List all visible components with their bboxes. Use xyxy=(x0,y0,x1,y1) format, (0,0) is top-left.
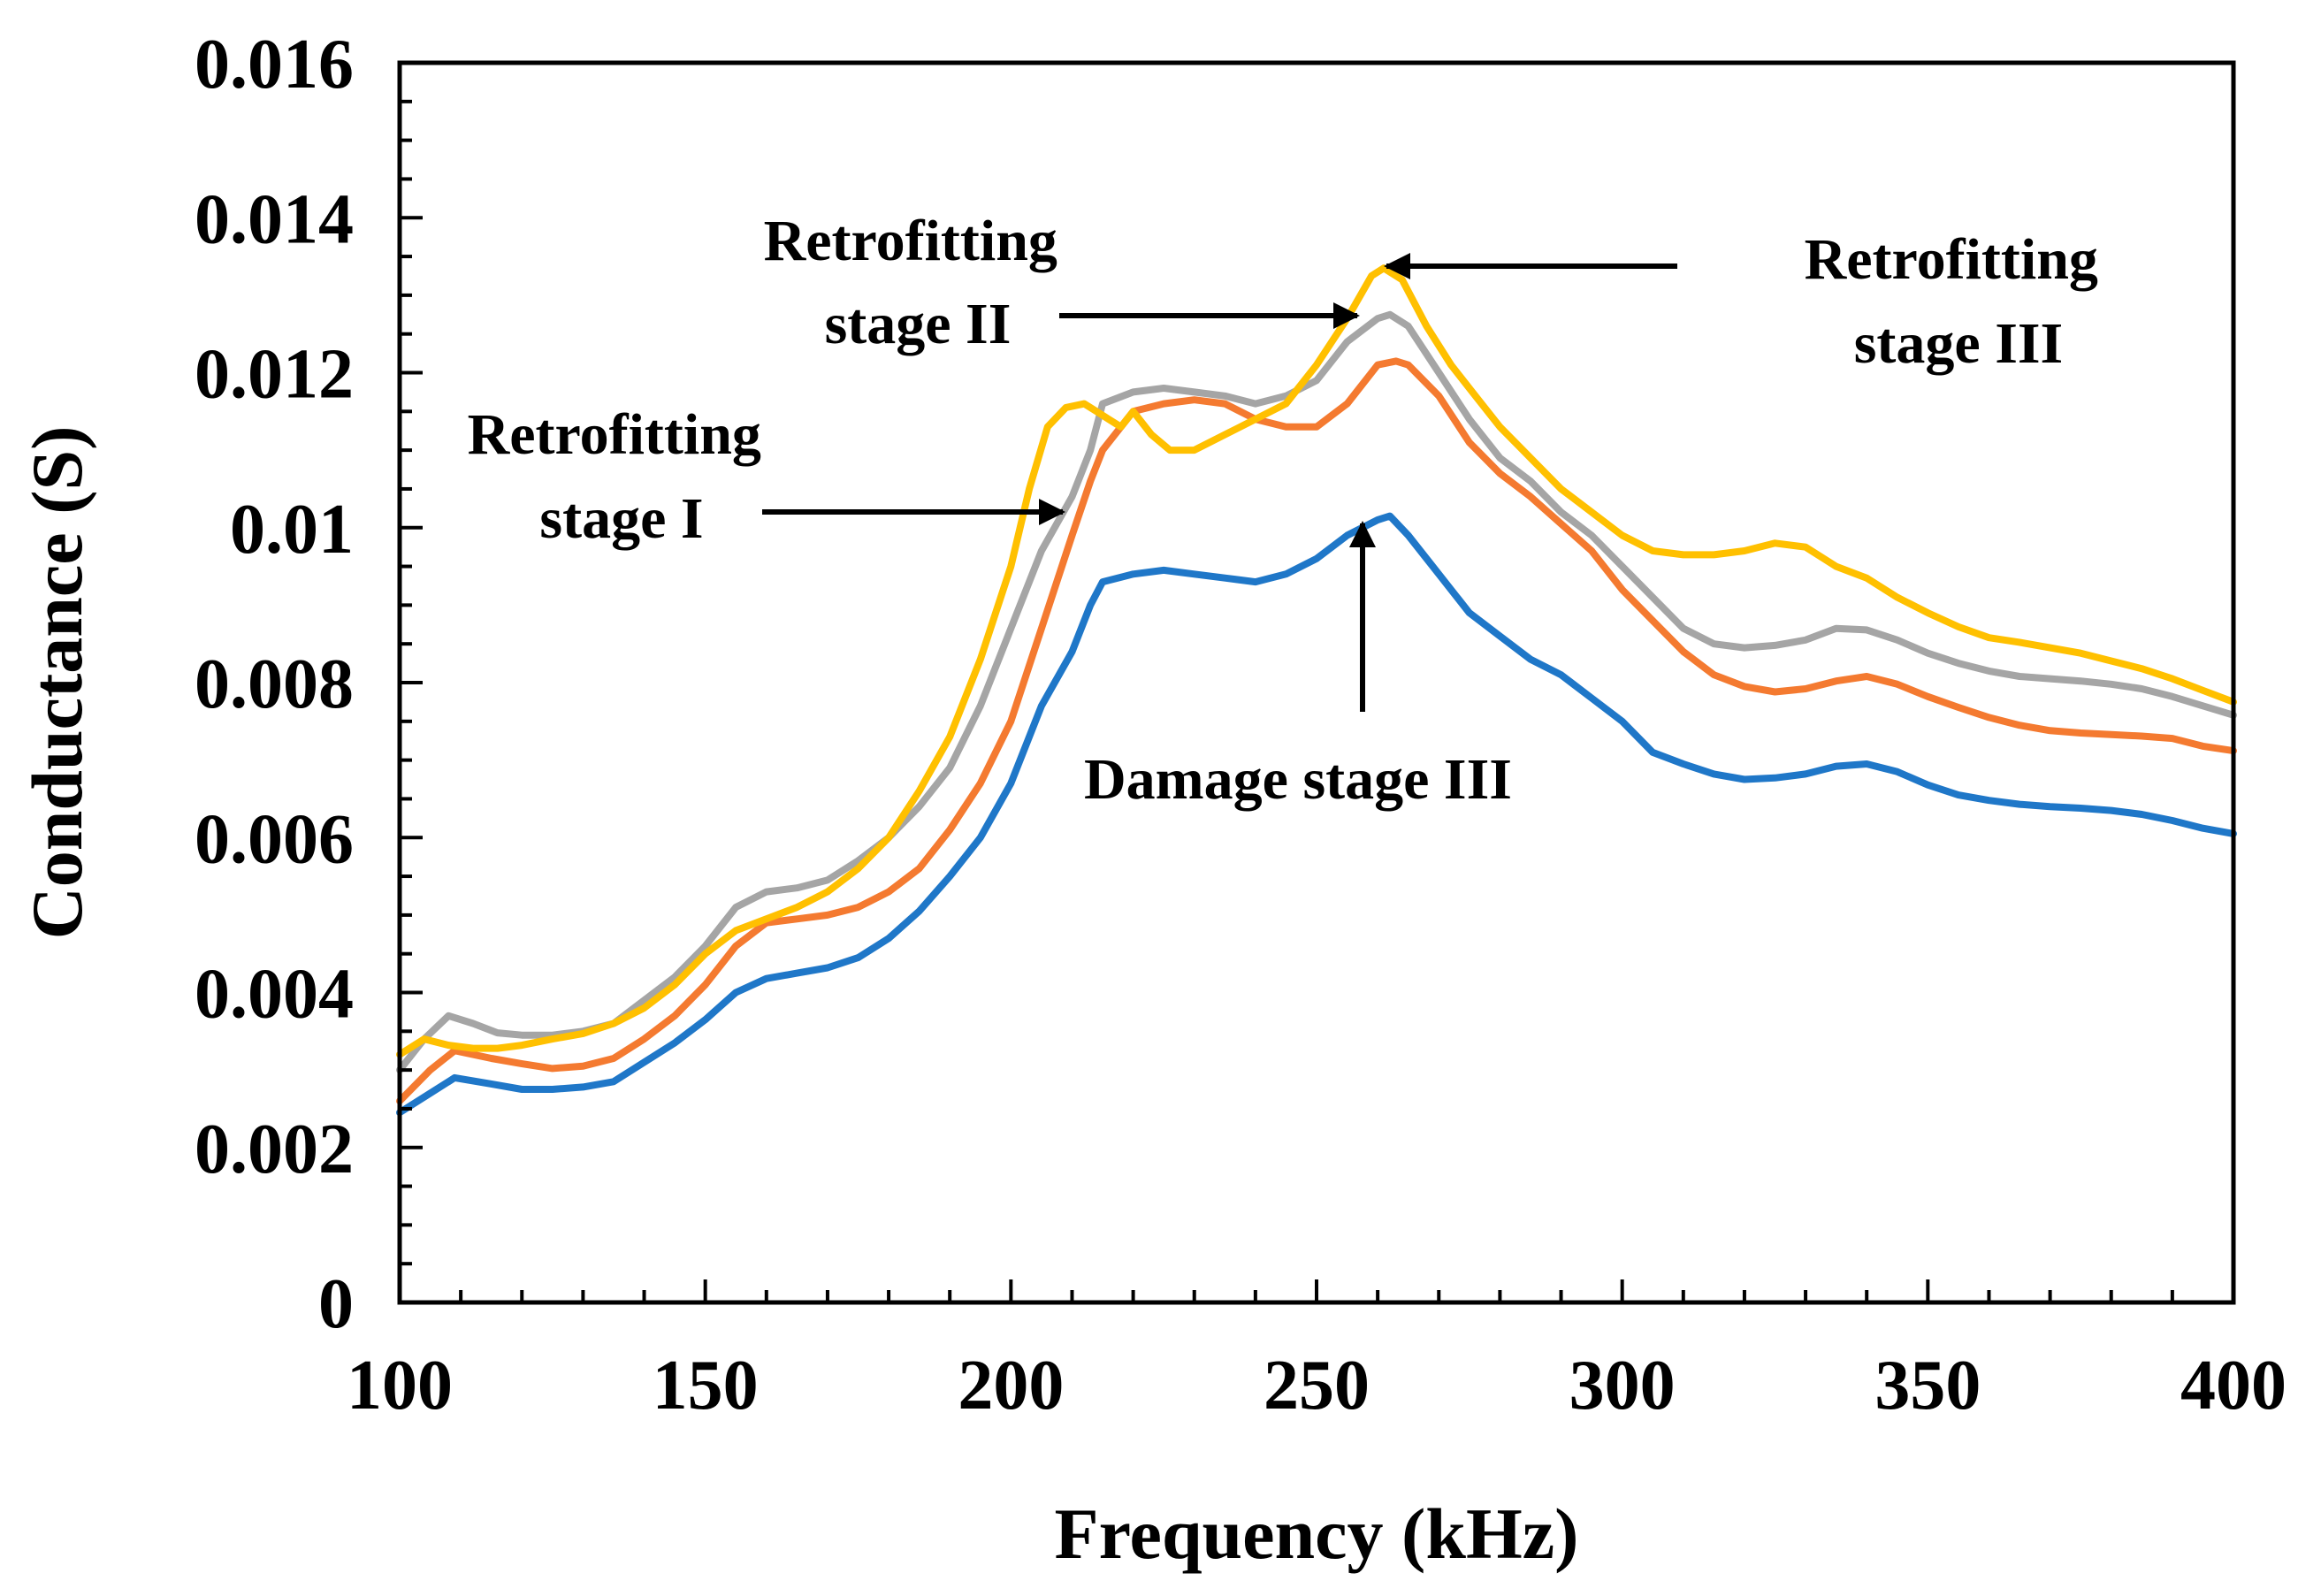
y-tick-label-5: 0.01 xyxy=(230,491,354,569)
x-axis-title: Frequency (kHz) xyxy=(1055,1493,1579,1574)
annotations-layer: Retrofitting stage I Retrofitting stage … xyxy=(468,209,2113,812)
x-tick-label-6: 400 xyxy=(2180,1347,2287,1424)
x-tick-label-0: 100 xyxy=(347,1347,453,1424)
ticks-layer xyxy=(398,61,2235,1304)
annotation-retrofitting-stage-3: Retrofitting stage III xyxy=(1805,227,2113,376)
y-tick-label-0: 0 xyxy=(318,1265,354,1343)
annotation-retrofitting-stage-1: Retrofitting stage I xyxy=(468,402,776,551)
series-layer xyxy=(396,264,2237,1117)
x-tick-label-3: 250 xyxy=(1264,1347,1370,1424)
series-line-2 xyxy=(396,357,2237,1105)
y-tick-label-3: 0.006 xyxy=(195,800,354,878)
annotation-retrofitting-stage-2-line-1: Retrofitting xyxy=(764,209,1057,273)
y-tick-label-4: 0.008 xyxy=(195,645,354,723)
annotation-retrofitting-stage-1-line-1: Retrofitting xyxy=(468,402,761,467)
annotation-retrofitting-stage-2-line-2: stage II xyxy=(825,292,1012,356)
tick-labels-layer: 0 0.002 0.004 0.006 0.008 0.01 0.012 0.014 0.016… xyxy=(195,26,2287,1424)
annotation-damage-stage-3: Damage stage III xyxy=(1084,747,1512,812)
y-tick-label-1: 0.002 xyxy=(195,1111,354,1188)
series-line-1 xyxy=(396,512,2237,1117)
y-tick-label-6: 0.012 xyxy=(195,336,354,414)
x-tick-label-2: 200 xyxy=(958,1347,1064,1424)
y-tick-label-7: 0.014 xyxy=(195,180,354,258)
y-axis-title: Conductance (S) xyxy=(17,426,97,940)
series-line-4 xyxy=(396,264,2237,1058)
x-tick-label-4: 300 xyxy=(1569,1347,1676,1424)
annotation-retrofitting-stage-3-line-2: stage III xyxy=(1854,311,2064,376)
x-tick-label-1: 150 xyxy=(653,1347,759,1424)
annotation-retrofitting-stage-3-line-1: Retrofitting xyxy=(1805,227,2098,292)
x-tick-label-5: 350 xyxy=(1874,1347,1981,1424)
y-tick-label-2: 0.004 xyxy=(195,956,354,1034)
y-tick-label-8: 0.016 xyxy=(195,26,354,103)
annotation-retrofitting-stage-1-line-2: stage I xyxy=(539,486,703,551)
annotation-retrofitting-stage-2: Retrofitting stage II xyxy=(764,209,1073,356)
